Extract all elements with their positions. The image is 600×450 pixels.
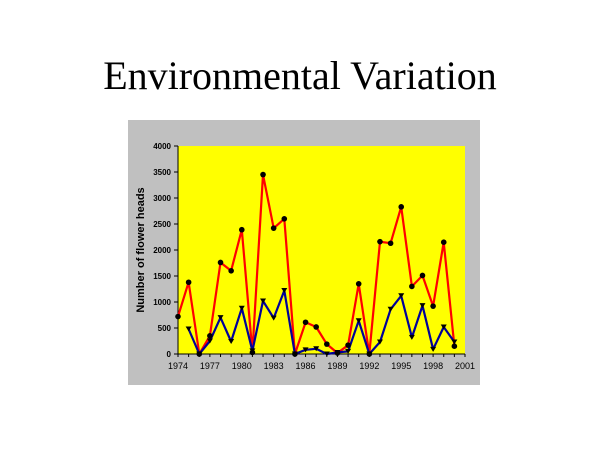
x-tick-label: 1992 xyxy=(359,361,379,371)
data-point-marker xyxy=(387,306,394,312)
data-point-marker xyxy=(377,238,383,245)
y-tick-label: 3500 xyxy=(153,168,171,177)
data-point-marker xyxy=(419,272,426,279)
x-tick-label: 1995 xyxy=(391,361,411,371)
data-point-marker xyxy=(196,351,203,357)
data-point-marker xyxy=(217,259,224,266)
line-chart: 0 500 1000 1500 2000 2500 3000 3500 4000 1974 1977… xyxy=(135,142,475,371)
data-point-marker xyxy=(355,318,362,324)
data-point-marker xyxy=(366,351,373,357)
data-point-marker xyxy=(291,351,298,357)
data-point-marker xyxy=(345,348,352,354)
series-line-2 xyxy=(187,289,456,356)
data-point-marker xyxy=(249,348,256,354)
y-tick-label: 500 xyxy=(158,324,172,333)
data-point-marker xyxy=(355,281,362,287)
data-point-marker xyxy=(376,339,383,345)
y-tick-label: 1000 xyxy=(153,298,171,307)
data-point-marker xyxy=(175,313,181,320)
data-point-marker xyxy=(185,326,192,332)
data-point-marker xyxy=(260,298,267,304)
data-point-marker xyxy=(323,351,330,357)
data-point-marker xyxy=(451,343,458,349)
data-point-marker xyxy=(206,338,213,344)
data-point-marker xyxy=(451,339,458,345)
x-tick-label: 1974 xyxy=(168,361,188,371)
data-point-marker xyxy=(281,216,288,222)
data-point-marker xyxy=(419,303,426,309)
data-point-marker xyxy=(302,347,309,353)
data-point-marker xyxy=(408,334,415,340)
y-tick-label: 2000 xyxy=(153,246,171,255)
data-point-marker xyxy=(398,293,405,299)
y-axis-title: Number of flower heads xyxy=(135,187,147,312)
data-point-marker xyxy=(185,279,192,286)
data-point-marker xyxy=(270,315,277,321)
data-point-marker xyxy=(430,346,437,352)
data-point-marker xyxy=(387,240,394,247)
x-tick-label: 1989 xyxy=(327,361,347,371)
y-tick-label: 3000 xyxy=(153,194,171,203)
x-tick-label: 1998 xyxy=(423,361,443,371)
data-point-marker xyxy=(238,226,245,233)
y-tick-label: 1500 xyxy=(153,272,171,281)
data-point-marker xyxy=(228,339,235,345)
data-point-marker xyxy=(260,171,266,178)
data-point-marker xyxy=(409,283,415,290)
data-point-marker xyxy=(238,305,245,311)
data-point-marker xyxy=(440,324,447,330)
data-point-marker xyxy=(334,349,341,355)
data-point-marker xyxy=(398,204,405,210)
plot-area xyxy=(178,146,465,354)
data-point-marker xyxy=(302,319,309,326)
chart-frame: 0 500 1000 1500 2000 2500 3000 3500 4000 1974 1977… xyxy=(128,120,480,385)
data-point-marker xyxy=(324,341,330,347)
slide-title: Environmental Variation xyxy=(103,53,497,98)
data-point-marker xyxy=(228,268,234,274)
data-point-marker xyxy=(281,288,288,294)
x-tick-label: 2001 xyxy=(455,361,475,371)
data-point-marker xyxy=(207,333,213,339)
y-tick-label: 0 xyxy=(167,350,172,359)
data-point-marker xyxy=(270,225,277,231)
data-point-marker xyxy=(313,324,319,330)
x-tick-label: 1977 xyxy=(200,361,220,371)
data-point-marker xyxy=(430,303,436,309)
data-point-marker xyxy=(345,342,351,348)
x-tick-label: 1986 xyxy=(296,361,316,371)
x-tick-label: 1983 xyxy=(264,361,284,371)
data-point-marker xyxy=(440,239,447,245)
y-tick-label: 2500 xyxy=(153,220,171,229)
data-point-marker xyxy=(217,315,224,321)
y-tick-label: 4000 xyxy=(153,142,171,151)
x-tick-label: 1980 xyxy=(232,361,252,371)
data-point-marker xyxy=(313,346,320,352)
